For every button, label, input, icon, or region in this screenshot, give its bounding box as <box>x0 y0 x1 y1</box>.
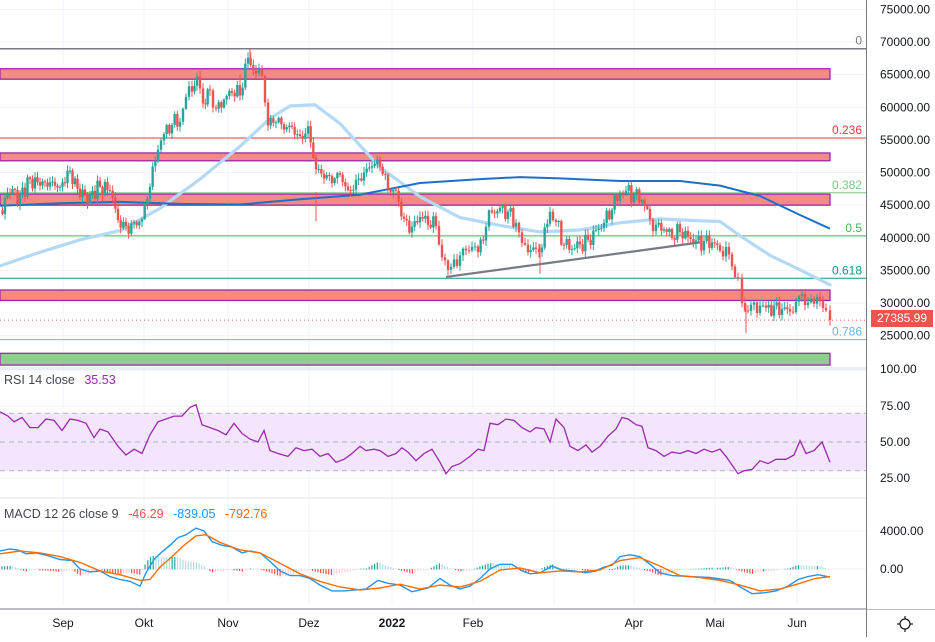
svg-text:Nov: Nov <box>217 616 238 630</box>
rsi-pane <box>0 403 866 475</box>
last-price-tag: 27385.99 <box>871 310 933 327</box>
svg-text:0.236: 0.236 <box>832 123 862 137</box>
svg-text:55000.00: 55000.00 <box>880 133 930 147</box>
resistance-zone-1 <box>0 68 831 80</box>
settings-button[interactable] <box>895 614 915 634</box>
rsi-value: 35.53 <box>84 373 116 387</box>
resistance-zone-2 <box>0 152 831 162</box>
rsi-label: RSI 14 close <box>4 373 75 387</box>
trendline[interactable] <box>445 241 701 279</box>
svg-text:Jun: Jun <box>787 616 806 630</box>
macd-pane <box>0 527 831 595</box>
svg-text:Dez: Dez <box>298 616 319 630</box>
svg-text:0.00: 0.00 <box>880 562 904 576</box>
svg-text:Sep: Sep <box>52 616 74 630</box>
svg-text:40000.00: 40000.00 <box>880 231 930 245</box>
svg-text:Feb: Feb <box>463 616 484 630</box>
macd-line-value: -839.05 <box>173 507 216 521</box>
svg-text:50.00: 50.00 <box>880 435 910 449</box>
macd-signal-value: -792.76 <box>224 507 268 521</box>
svg-text:Apr: Apr <box>625 616 644 630</box>
support-zone <box>0 352 831 366</box>
svg-text:0.5: 0.5 <box>845 221 862 235</box>
gear-icon <box>897 616 913 632</box>
svg-text:100.00: 100.00 <box>880 362 917 376</box>
svg-text:Okt: Okt <box>135 616 154 630</box>
rsi-legend: RSI 14 close 35.53 <box>4 373 122 387</box>
macd-histogram-value: -46.29 <box>128 507 164 521</box>
fibonacci-levels: 0 0.236 0.382 0.5 0.618 0.786 <box>0 34 866 341</box>
svg-text:65000.00: 65000.00 <box>880 68 930 82</box>
resistance-zone-4 <box>0 289 831 302</box>
svg-text:25000.00: 25000.00 <box>880 329 930 343</box>
svg-text:Mai: Mai <box>705 616 724 630</box>
svg-text:0: 0 <box>855 34 862 48</box>
svg-text:4000.00: 4000.00 <box>880 524 924 538</box>
svg-text:30000.00: 30000.00 <box>880 296 930 310</box>
svg-text:60000.00: 60000.00 <box>880 100 930 114</box>
svg-text:0.618: 0.618 <box>832 263 862 277</box>
resistance-zone-3 <box>0 193 831 206</box>
svg-text:45000.00: 45000.00 <box>880 198 930 212</box>
svg-text:35000.00: 35000.00 <box>880 263 930 277</box>
svg-text:0.382: 0.382 <box>832 178 862 192</box>
svg-text:70000.00: 70000.00 <box>880 35 930 49</box>
macd-legend: MACD 12 26 close 9 -46.29 -839.05 -792.7… <box>4 507 273 521</box>
svg-text:25.00: 25.00 <box>880 471 910 485</box>
macd-label: MACD 12 26 close 9 <box>4 507 119 521</box>
svg-text:75.00: 75.00 <box>880 399 910 413</box>
svg-text:2022: 2022 <box>379 616 406 630</box>
svg-text:75000.00: 75000.00 <box>880 2 930 16</box>
svg-text:50000.00: 50000.00 <box>880 166 930 180</box>
svg-text:0.786: 0.786 <box>832 325 862 339</box>
candlesticks <box>0 48 870 334</box>
moving-averages <box>0 103 832 287</box>
